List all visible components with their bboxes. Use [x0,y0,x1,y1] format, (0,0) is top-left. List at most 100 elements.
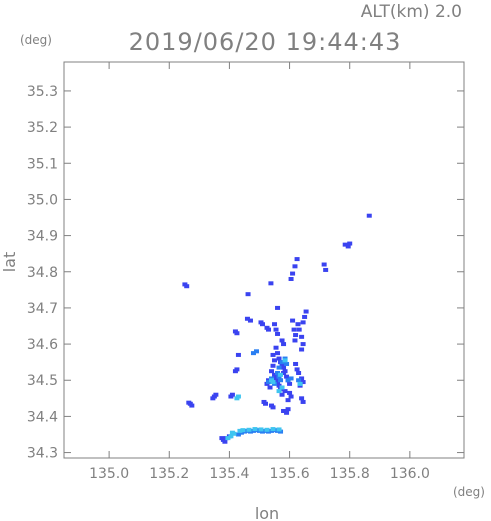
echo-point-weak [281,342,287,347]
echo-point-weak [342,242,348,247]
echo-point-medium [285,378,291,383]
y-tick-label: 34.4 [27,409,58,425]
echo-point-weak [281,408,287,413]
echo-point-medium [288,376,294,381]
echo-point-weak [285,407,291,412]
echo-point-weak [299,396,305,401]
echo-point-weak [299,347,305,352]
echo-point-medium [253,349,259,354]
echo-point-weak [285,398,291,403]
echo-point-weak [270,405,276,410]
echo-point-weak [284,410,290,415]
altitude-label: ALT(km) 2.0 [361,2,462,22]
echo-point-medium [259,429,265,434]
echo-point-strong [231,431,237,436]
echo-point-weak [235,352,241,357]
echo-point-weak [302,314,308,319]
echo-point-medium [266,380,272,385]
echo-point-weak [287,390,293,395]
echo-point-weak [272,358,278,363]
echo-point-weak [267,385,273,390]
echo-point-strong [297,381,303,386]
echo-point-strong [270,427,276,432]
echo-point-weak [290,318,296,323]
echo-point-weak [219,436,225,441]
echo-point-weak [303,309,309,314]
echo-point-weak [300,320,306,325]
echo-point-strong [235,394,241,399]
echo-point-strong [279,385,285,390]
x-axis-title: lon [255,504,279,521]
echo-point-weak [232,369,238,374]
echo-point-strong [278,372,284,377]
echo-point-weak [273,376,279,381]
echo-point-weak [345,244,351,249]
y-tick-label: 34.7 [27,301,58,317]
y-tick-label: 34.6 [27,337,58,353]
echo-point-weak [300,380,306,385]
y-tick-label: 35.1 [27,156,58,172]
echo-point-strong [240,428,246,433]
x-tick-label: 135.0 [89,466,129,482]
echo-point-weak [244,316,250,321]
echo-point-weak [275,305,281,310]
echo-point-weak [272,372,278,377]
y-unit-label: (deg) [20,33,52,47]
echo-point-weak [186,400,192,405]
echo-point-medium [276,365,282,370]
echo-point-weak [189,403,195,408]
echo-point-medium [279,360,285,365]
echo-point-strong [225,436,231,441]
echo-point-weak [287,381,293,386]
echo-point-weak [279,338,285,343]
echo-point-weak [282,389,288,394]
echo-point-weak [273,345,279,350]
datetime-title: 2019/06/20 19:44:43 [129,28,402,56]
y-tick-label: 35.2 [27,120,58,136]
y-tick-label: 34.3 [27,446,58,462]
echo-point-weak [290,271,296,276]
echo-point-medium [284,361,290,366]
echo-point-medium [278,429,284,434]
echo-point-weak [247,318,253,323]
x-tick-label: 136.0 [390,466,430,482]
echo-point-weak [288,276,294,281]
echo-point-weak [296,327,302,332]
echo-point-strong [264,427,270,432]
x-tick-label: 135.4 [209,466,249,482]
echo-point-weak [323,267,329,272]
echo-point-weak [228,394,234,399]
echo-point-weak [268,281,274,286]
x-tick-label: 135.8 [330,466,370,482]
y-tick-label: 35.3 [27,84,58,100]
echo-point-strong [228,434,234,439]
echo-point-medium [235,432,241,437]
y-tick-label: 35.0 [27,192,58,208]
echo-point-weak [281,371,287,376]
x-unit-label: (deg) [453,485,485,499]
echo-point-weak [273,327,279,332]
echo-point-weak [294,367,300,372]
echo-point-weak [275,351,281,356]
echo-point-strong [270,380,276,385]
echo-point-weak [299,376,305,381]
echo-point-weak [288,394,294,399]
echo-point-weak [184,284,190,289]
echo-point-strong [276,427,282,432]
echo-point-weak [210,396,216,401]
echo-point-weak [294,257,300,262]
echo-point-weak [347,241,353,246]
echo-point-strong [246,427,252,432]
y-tick-label: 34.9 [27,229,58,245]
echo-point-weak [300,399,306,404]
y-tick-label: 34.5 [27,373,58,389]
echo-point-weak [292,264,298,269]
echo-point-weak [279,392,285,397]
echo-point-medium [275,371,281,376]
echo-points [182,213,372,444]
x-tick-label: 135.2 [149,466,189,482]
echo-point-weak [299,334,305,339]
y-tick-label: 34.8 [27,265,58,281]
